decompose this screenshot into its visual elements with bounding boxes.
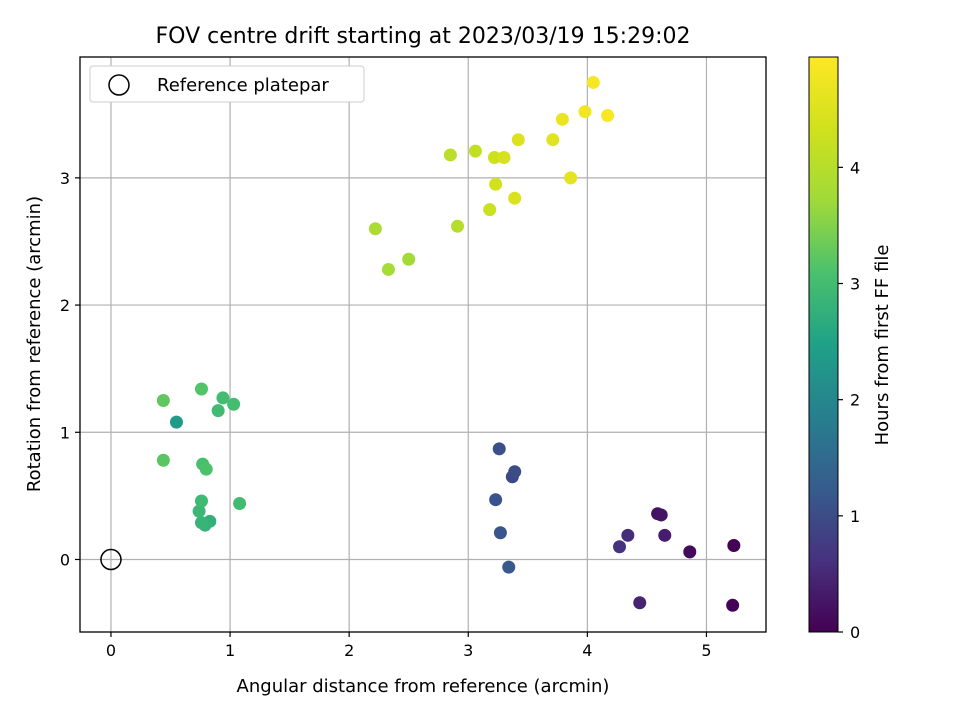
data-point bbox=[658, 528, 672, 542]
grid-lines bbox=[80, 57, 766, 632]
legend-label: Reference platepar bbox=[157, 75, 329, 96]
colorbar-ticks: 0 1 2 3 4 bbox=[838, 158, 860, 642]
data-point bbox=[368, 222, 382, 236]
data-point bbox=[492, 442, 506, 456]
chart-title: FOV centre drift starting at 2023/03/19 … bbox=[156, 24, 691, 49]
data-point bbox=[489, 493, 503, 507]
data-point bbox=[169, 415, 183, 429]
data-point bbox=[216, 391, 230, 405]
data-point bbox=[468, 144, 482, 158]
colorbar-gradient bbox=[808, 56, 839, 633]
data-point bbox=[233, 497, 247, 511]
data-point bbox=[156, 453, 170, 467]
data-point bbox=[578, 105, 592, 119]
y-tick-label: 0 bbox=[60, 550, 70, 569]
data-point bbox=[497, 150, 511, 164]
legend: Reference platepar bbox=[89, 65, 365, 103]
colorbar-tick-label: 3 bbox=[850, 275, 860, 294]
data-point bbox=[192, 504, 206, 518]
data-point bbox=[601, 109, 615, 123]
data-point bbox=[502, 560, 516, 574]
data-point bbox=[489, 177, 503, 191]
x-tick-label: 5 bbox=[701, 641, 711, 660]
x-tick-label: 4 bbox=[582, 641, 592, 660]
colorbar-tick-label: 2 bbox=[850, 391, 860, 410]
data-point bbox=[726, 598, 740, 612]
reference-marker bbox=[100, 548, 122, 571]
x-axis-label: Angular distance from reference (arcmin) bbox=[237, 676, 610, 697]
data-point bbox=[511, 133, 525, 147]
data-point bbox=[508, 191, 522, 205]
data-points bbox=[100, 75, 741, 612]
y-tick-label: 1 bbox=[60, 423, 70, 442]
y-tick-label: 3 bbox=[60, 169, 70, 188]
colorbar-tick-label: 1 bbox=[850, 507, 860, 526]
colorbar: 0 1 2 3 4 Hours from first FF file bbox=[808, 56, 893, 642]
data-point bbox=[194, 382, 208, 396]
data-point bbox=[156, 393, 170, 407]
x-tick-label: 1 bbox=[225, 641, 235, 660]
data-point bbox=[654, 508, 668, 522]
y-axis-label: Rotation from reference (arcmin) bbox=[24, 196, 45, 492]
data-point bbox=[613, 540, 627, 554]
x-tick-label: 3 bbox=[463, 641, 473, 660]
data-point bbox=[555, 112, 569, 126]
data-point bbox=[194, 516, 208, 530]
data-point bbox=[381, 262, 395, 276]
colorbar-tick-label: 0 bbox=[850, 623, 860, 642]
data-point bbox=[487, 150, 501, 164]
data-point bbox=[402, 252, 416, 266]
data-point bbox=[483, 203, 497, 217]
colorbar-label: Hours from first FF file bbox=[872, 245, 893, 446]
data-point bbox=[194, 494, 208, 508]
data-point bbox=[633, 596, 647, 610]
data-point bbox=[586, 75, 600, 89]
data-point bbox=[546, 133, 560, 147]
data-point bbox=[493, 526, 507, 540]
data-point bbox=[683, 545, 697, 559]
data-point bbox=[199, 462, 213, 476]
x-axis-ticks: 0 1 2 3 4 5 bbox=[106, 632, 712, 660]
y-axis-ticks: 0 1 2 3 bbox=[60, 169, 80, 569]
data-point bbox=[621, 528, 635, 542]
data-point bbox=[227, 397, 241, 411]
y-tick-label: 2 bbox=[60, 296, 70, 315]
data-point bbox=[727, 538, 741, 552]
data-point bbox=[443, 148, 457, 162]
data-point bbox=[211, 404, 225, 418]
legend-reference-marker bbox=[108, 74, 130, 96]
data-point bbox=[564, 171, 578, 185]
data-point bbox=[508, 465, 522, 479]
x-tick-label: 2 bbox=[344, 641, 354, 660]
x-tick-label: 0 bbox=[106, 641, 116, 660]
data-point bbox=[451, 219, 465, 233]
plot-frame bbox=[79, 56, 767, 633]
legend-box bbox=[89, 65, 365, 103]
colorbar-tick-label: 4 bbox=[850, 158, 860, 177]
